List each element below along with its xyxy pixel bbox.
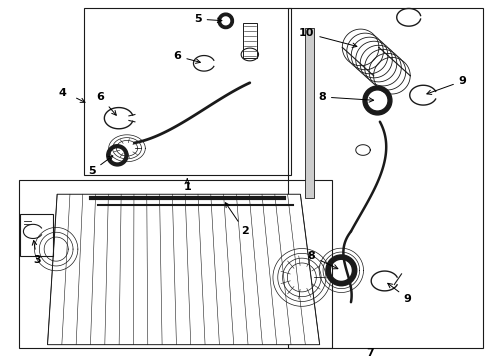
Bar bbox=[20, 214, 53, 256]
Polygon shape bbox=[48, 194, 319, 345]
Bar bbox=[288, 9, 484, 348]
Text: 1: 1 bbox=[183, 179, 191, 192]
Text: 5: 5 bbox=[88, 156, 113, 176]
Bar bbox=[19, 180, 332, 348]
Text: 6: 6 bbox=[97, 92, 116, 115]
Text: 8: 8 bbox=[308, 251, 338, 269]
Text: 3: 3 bbox=[32, 240, 41, 265]
Text: 9: 9 bbox=[427, 76, 466, 94]
Text: 10: 10 bbox=[299, 28, 357, 48]
Text: 9: 9 bbox=[388, 283, 412, 303]
Text: 5: 5 bbox=[194, 14, 222, 24]
Bar bbox=[305, 28, 314, 198]
Text: 4: 4 bbox=[58, 89, 66, 98]
Text: 2: 2 bbox=[225, 203, 249, 237]
Text: 7: 7 bbox=[367, 348, 374, 358]
Text: 6: 6 bbox=[173, 51, 200, 63]
Bar bbox=[84, 9, 291, 175]
Text: 8: 8 bbox=[318, 92, 373, 102]
Bar bbox=[243, 23, 257, 58]
